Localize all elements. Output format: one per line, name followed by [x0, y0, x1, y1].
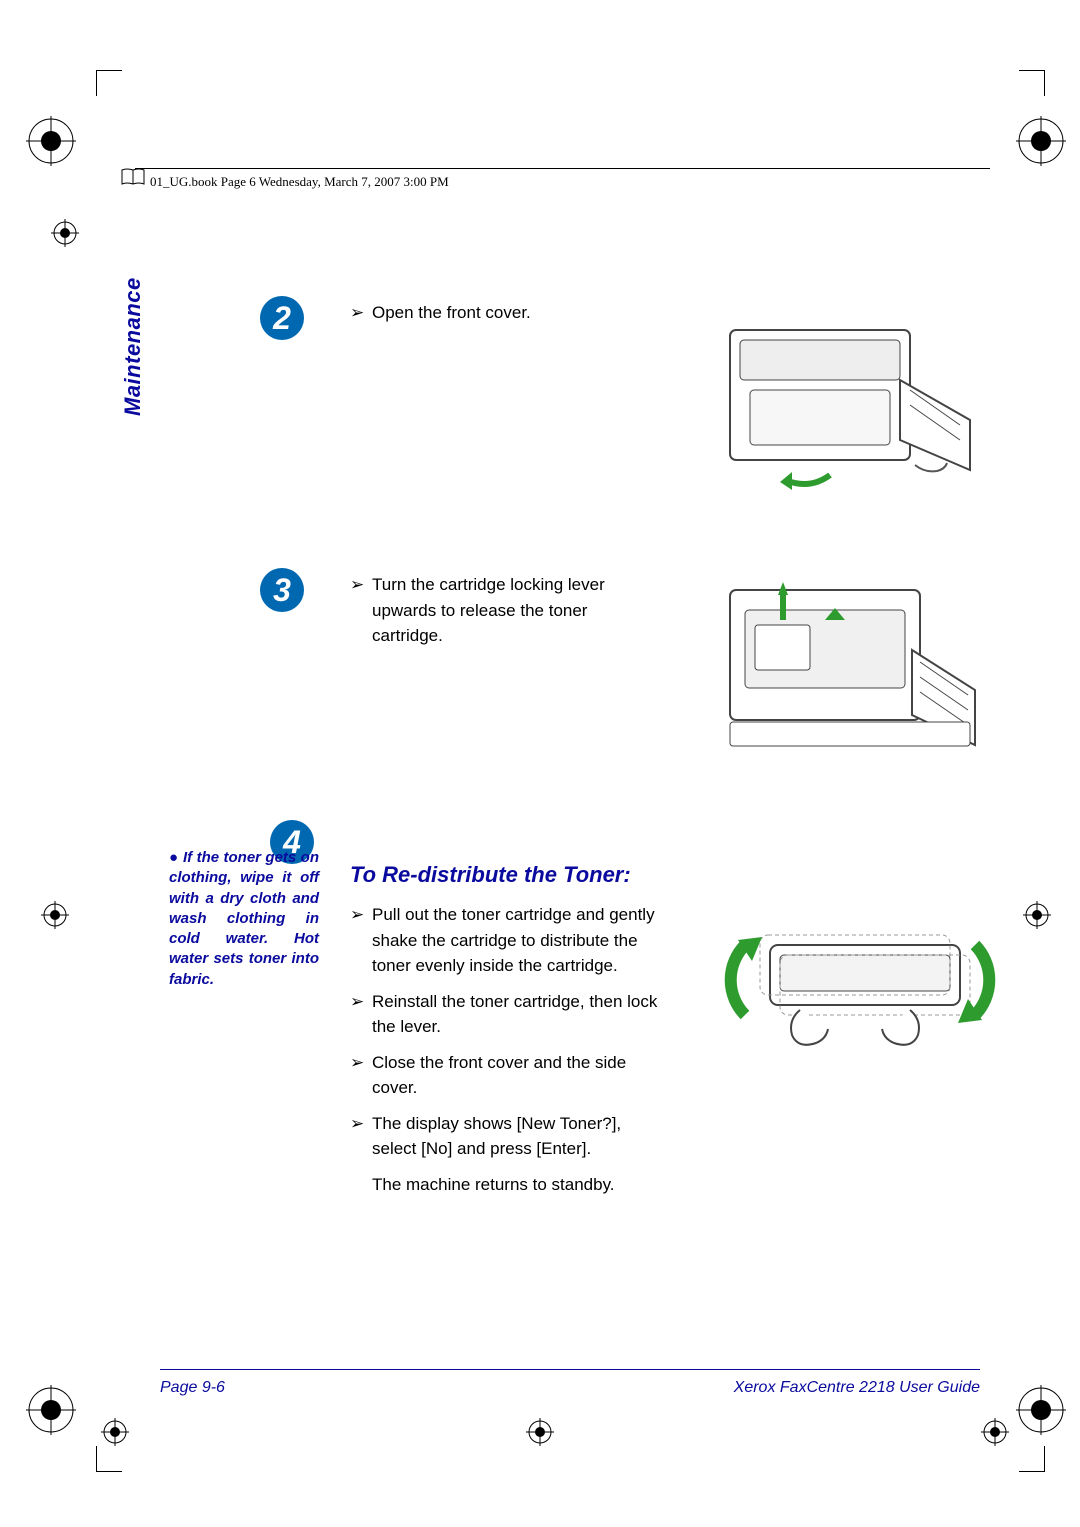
step-4-tail: The machine returns to standby.: [372, 1172, 660, 1198]
step-4-item: Close the front cover and the side cover…: [372, 1050, 660, 1101]
running-head: 01_UG.book Page 6 Wednesday, March 7, 20…: [150, 174, 449, 190]
step-4-item: The display shows [New Toner?], select […: [372, 1111, 660, 1162]
page: 01_UG.book Page 6 Wednesday, March 7, 20…: [0, 0, 1080, 1527]
crop-mark-tr: [1019, 70, 1045, 96]
registration-mark: [1014, 1383, 1068, 1437]
crop-mark-bl: [96, 1446, 122, 1472]
crop-mark-tl: [96, 70, 122, 96]
figure-cartridge-lever: [700, 580, 990, 770]
arrow-icon: ➢: [350, 300, 372, 326]
arrow-icon: ➢: [350, 1111, 372, 1162]
step-3-item: Turn the cartridge locking lever upwards…: [372, 572, 640, 649]
section-title: Maintenance: [120, 277, 146, 416]
crop-mark-br: [1019, 1446, 1045, 1472]
bullet-icon: ●: [169, 848, 183, 868]
footer: Page 9-6 Xerox FaxCentre 2218 User Guide: [160, 1379, 980, 1397]
arrow-icon: ➢: [350, 989, 372, 1040]
registration-mark: [24, 114, 78, 168]
registration-mark-small: [100, 1417, 130, 1447]
page-number: Page 9-6: [160, 1379, 225, 1397]
step-4-text: ➢Pull out the toner cartridge and gently…: [350, 902, 660, 1207]
step-2-text: ➢Open the front cover.: [350, 300, 640, 336]
book-icon: [120, 168, 146, 188]
step-4-heading: To Re-distribute the Toner:: [350, 862, 631, 888]
arrow-icon: ➢: [350, 572, 372, 649]
figure-printer-open-cover: [700, 310, 990, 510]
spacer: [350, 1172, 372, 1198]
footer-rule: [160, 1369, 980, 1370]
note-body: If the toner gets on clothing, wipe it o…: [169, 849, 319, 988]
registration-mark-small: [1022, 900, 1052, 930]
registration-mark-small: [525, 1417, 555, 1447]
step-badge-3: 3: [260, 568, 304, 612]
figure-shake-cartridge: [700, 885, 1000, 1085]
header-rule: [135, 168, 990, 169]
arrow-icon: ➢: [350, 902, 372, 979]
registration-mark: [1014, 114, 1068, 168]
step-4-item: Reinstall the toner cartridge, then lock…: [372, 989, 660, 1040]
registration-mark-small: [980, 1417, 1010, 1447]
registration-mark: [24, 1383, 78, 1437]
doc-title: Xerox FaxCentre 2218 User Guide: [734, 1379, 980, 1397]
arrow-icon: ➢: [350, 1050, 372, 1101]
step-2-item: Open the front cover.: [372, 300, 640, 326]
note-text: ●If the toner gets on clothing, wipe it …: [169, 848, 319, 990]
registration-mark-small: [40, 900, 70, 930]
step-badge-2: 2: [260, 296, 304, 340]
registration-mark-small: [50, 218, 80, 248]
step-4-item: Pull out the toner cartridge and gently …: [372, 902, 660, 979]
step-3-text: ➢Turn the cartridge locking lever upward…: [350, 572, 640, 659]
